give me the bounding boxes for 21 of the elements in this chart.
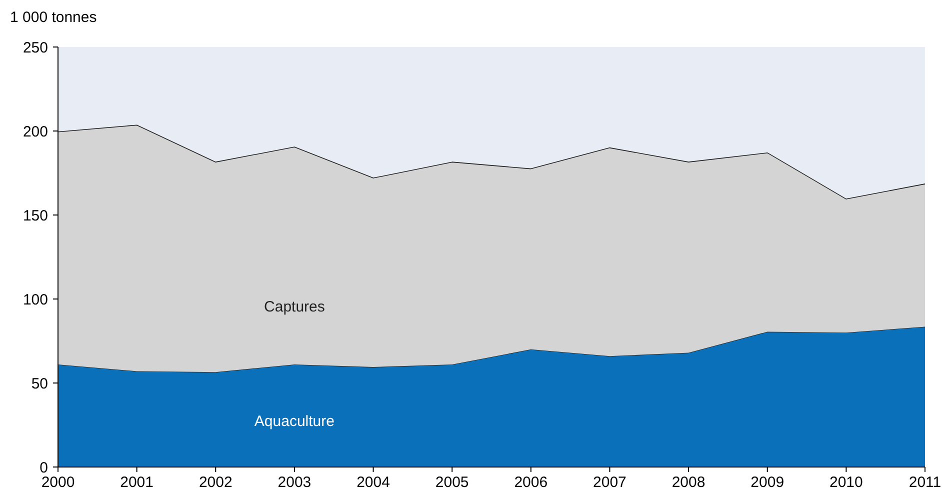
x-tick-label: 2011 bbox=[908, 474, 942, 491]
x-tick-label: 2008 bbox=[672, 474, 706, 491]
y-tick-label: 0 bbox=[40, 459, 48, 476]
x-tick-label: 2001 bbox=[120, 474, 154, 491]
y-tick-label: 200 bbox=[22, 123, 48, 140]
x-tick-label: 2006 bbox=[514, 474, 548, 491]
y-tick-label: 50 bbox=[31, 375, 48, 392]
x-tick-label: 2003 bbox=[278, 474, 312, 491]
y-tick-label: 100 bbox=[22, 291, 48, 308]
x-tick-label: 2002 bbox=[198, 474, 232, 491]
series-label: Aquaculture bbox=[254, 413, 334, 430]
y-axis-title: 1 000 tonnes bbox=[10, 9, 97, 26]
x-tick-label: 2010 bbox=[829, 474, 863, 491]
x-tick-label: 2009 bbox=[750, 474, 784, 491]
x-tick-label: 2005 bbox=[435, 474, 469, 491]
y-tick-label: 250 bbox=[22, 39, 48, 56]
x-tick-label: 2000 bbox=[41, 474, 75, 491]
series-label: Captures bbox=[264, 298, 325, 316]
x-tick-label: 2004 bbox=[356, 474, 390, 491]
x-tick-label: 2007 bbox=[593, 474, 626, 491]
y-tick-label: 150 bbox=[22, 207, 48, 224]
